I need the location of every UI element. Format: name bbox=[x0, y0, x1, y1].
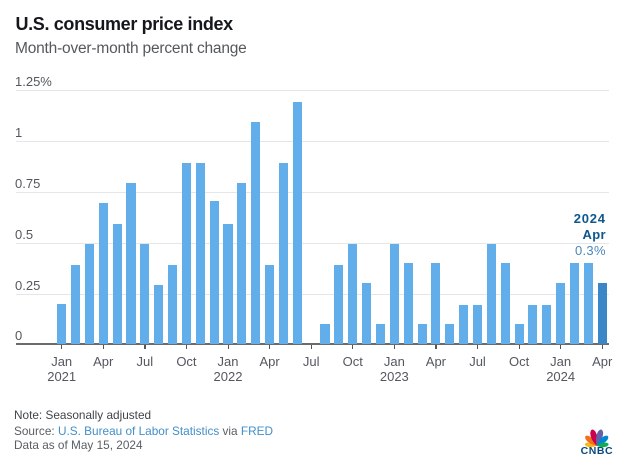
svg-text:CNBC: CNBC bbox=[581, 445, 614, 457]
